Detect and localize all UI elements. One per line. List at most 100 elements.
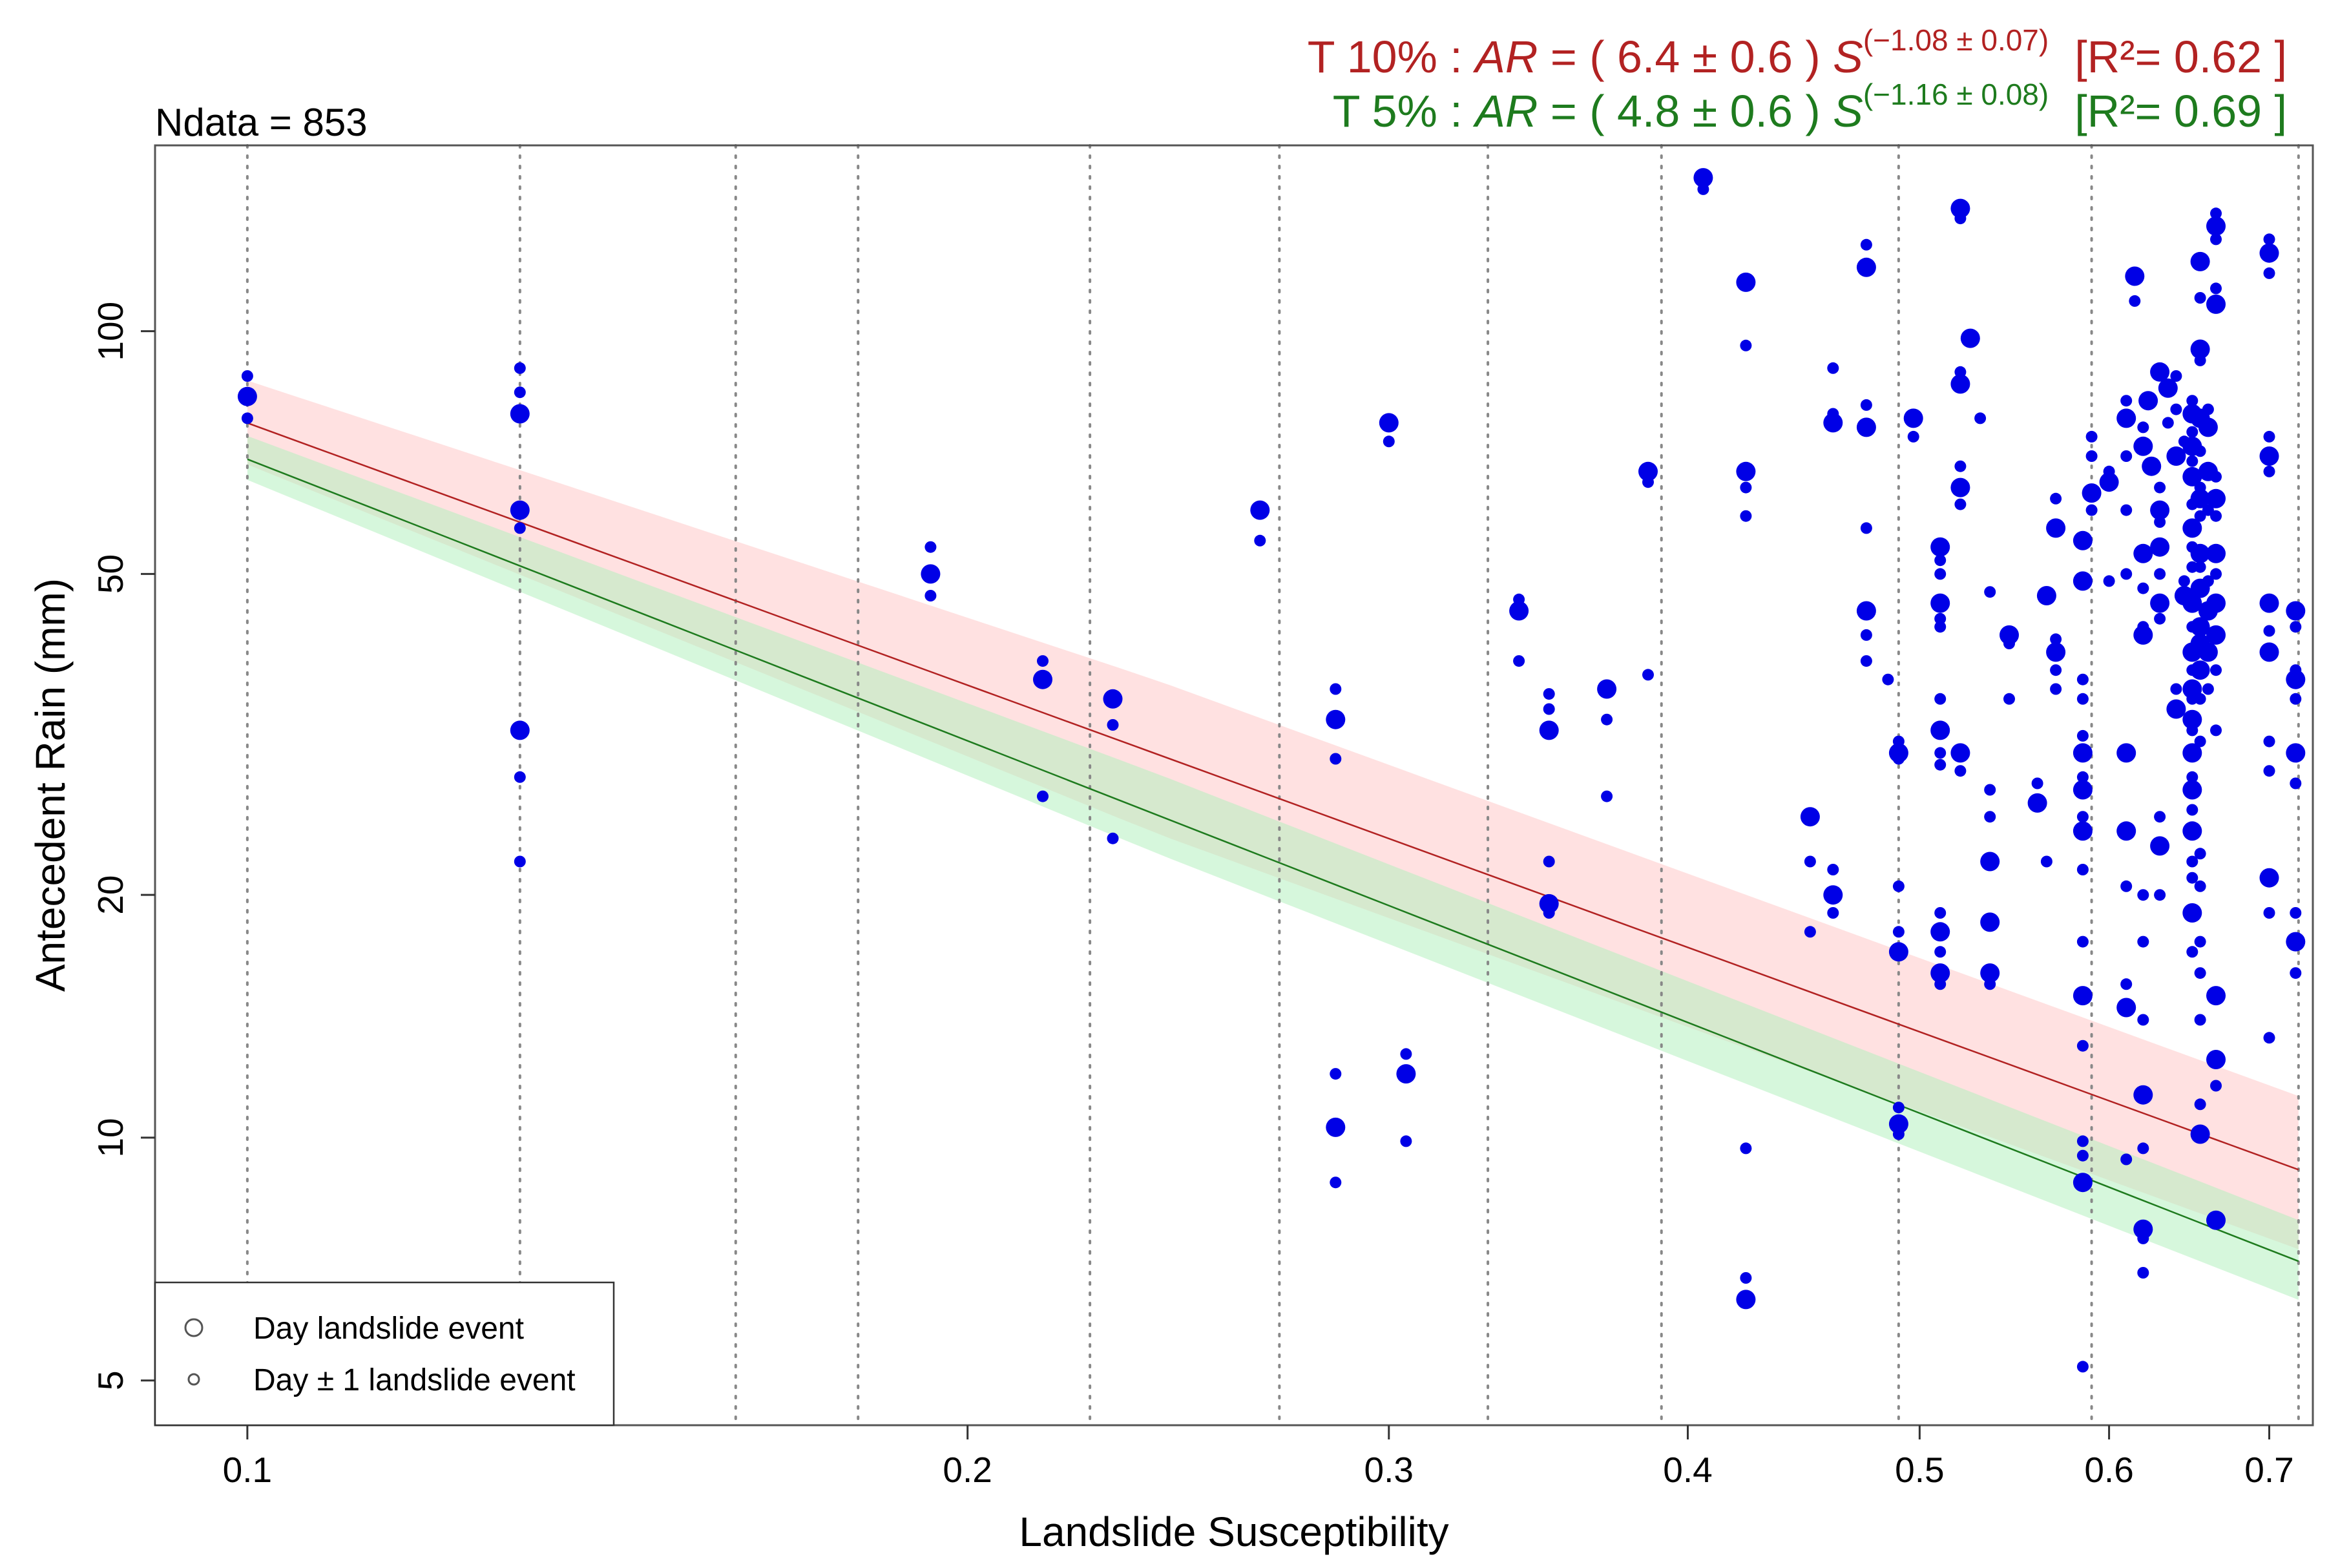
point-daypm1-141 <box>2186 771 2198 783</box>
point-daypm1-10 <box>1037 790 1049 802</box>
point-daypm1-34 <box>1740 510 1752 522</box>
point-day-10 <box>1379 413 1399 433</box>
point-day-90 <box>2182 903 2202 923</box>
point-day-11 <box>1396 1064 1416 1084</box>
point-day-15 <box>1597 679 1617 699</box>
legend-label-day: Day landslide event <box>253 1312 524 1346</box>
point-day-24 <box>1856 257 1876 277</box>
point-day-85 <box>2182 679 2202 699</box>
point-daypm1-158 <box>2194 1014 2206 1026</box>
point-daypm1-113 <box>2137 889 2149 901</box>
threshold-lines <box>247 422 2299 1262</box>
point-daypm1-154 <box>2194 848 2206 860</box>
point-day-32 <box>1930 593 1950 613</box>
point-day-40 <box>1960 328 1980 348</box>
point-day-0 <box>237 386 257 406</box>
point-daypm1-138 <box>2186 664 2198 676</box>
point-daypm1-82 <box>2050 492 2062 505</box>
point-day-113 <box>2206 1210 2226 1230</box>
point-daypm1-99 <box>2085 504 2098 516</box>
point-daypm1-60 <box>1934 693 1947 705</box>
point-daypm1-25 <box>1543 855 1555 868</box>
point-daypm1-0 <box>241 370 253 382</box>
point-day-21 <box>1800 807 1820 827</box>
x-axis-title: Landslide Susceptibility <box>1019 1509 1448 1555</box>
point-day-45 <box>2027 793 2047 813</box>
point-daypm1-114 <box>2137 936 2149 948</box>
point-day-52 <box>2073 780 2093 800</box>
point-day-109 <box>2206 593 2226 613</box>
point-daypm1-65 <box>1934 978 1947 990</box>
point-daypm1-178 <box>2263 735 2275 747</box>
point-day-16 <box>1638 461 1658 481</box>
point-day-37 <box>1950 374 1970 394</box>
point-daypm1-149 <box>2194 481 2206 494</box>
point-day-58 <box>2116 408 2136 428</box>
point-daypm1-153 <box>2194 735 2206 747</box>
point-daypm1-52 <box>1892 926 1905 938</box>
point-daypm1-21 <box>1513 593 1525 605</box>
point-daypm1-43 <box>1860 238 1872 251</box>
point-daypm1-81 <box>2040 590 2052 601</box>
point-daypm1-69 <box>1954 498 1967 510</box>
point-daypm1-142 <box>2186 804 2198 816</box>
point-daypm1-47 <box>1860 655 1872 667</box>
point-daypm1-97 <box>2085 430 2098 443</box>
point-day-23 <box>1823 885 1843 905</box>
point-daypm1-12 <box>1107 832 1119 844</box>
point-daypm1-172 <box>2210 1080 2222 1092</box>
point-daypm1-91 <box>2076 864 2089 875</box>
y-axis-title: Antecedent Rain (mm) <box>27 578 74 992</box>
point-daypm1-169 <box>2210 568 2222 580</box>
point-daypm1-64 <box>1934 946 1947 958</box>
point-daypm1-164 <box>2210 207 2222 220</box>
point-day-81 <box>2182 466 2202 486</box>
point-daypm1-143 <box>2186 855 2198 868</box>
point-day-20 <box>1736 1290 1756 1310</box>
point-day-7 <box>1250 500 1270 520</box>
point-daypm1-72 <box>1974 412 1987 424</box>
point-daypm1-20 <box>1400 1135 1412 1147</box>
point-day-114 <box>2259 243 2279 263</box>
point-day-17 <box>1693 168 1713 188</box>
legend-marker-small <box>187 1373 200 1386</box>
point-daypm1-180 <box>2263 907 2275 919</box>
point-day-34 <box>1930 922 1950 942</box>
point-daypm1-68 <box>1954 460 1967 472</box>
point-day-62 <box>2125 266 2145 286</box>
x-tick-label-4: 0.5 <box>1895 1450 1944 1490</box>
point-daypm1-80 <box>2040 855 2052 868</box>
point-daypm1-36 <box>1740 1272 1752 1284</box>
point-day-69 <box>2142 456 2162 476</box>
point-daypm1-22 <box>1513 655 1525 667</box>
point-daypm1-182 <box>2290 621 2302 633</box>
point-daypm1-159 <box>2194 1098 2206 1111</box>
point-daypm1-32 <box>1740 339 1752 351</box>
point-daypm1-90 <box>2076 811 2089 823</box>
point-daypm1-11 <box>1107 719 1119 731</box>
point-day-38 <box>1950 477 1970 497</box>
point-daypm1-163 <box>2202 683 2214 695</box>
point-day-60 <box>2116 821 2136 841</box>
point-daypm1-167 <box>2210 470 2222 483</box>
point-daypm1-170 <box>2210 664 2222 676</box>
point-daypm1-146 <box>2194 292 2206 304</box>
point-daypm1-117 <box>2137 1232 2149 1244</box>
point-daypm1-35 <box>1740 1142 1752 1155</box>
point-day-49 <box>2073 530 2093 550</box>
point-daypm1-28 <box>1601 790 1613 802</box>
point-daypm1-89 <box>2076 771 2089 783</box>
point-day-77 <box>2166 699 2186 719</box>
point-day-74 <box>2150 836 2170 856</box>
point-daypm1-125 <box>2162 417 2174 429</box>
point-daypm1-16 <box>1330 1068 1342 1080</box>
point-daypm1-130 <box>2178 575 2190 587</box>
point-daypm1-93 <box>2076 1040 2089 1052</box>
y-tick-label-4: 100 <box>90 302 131 361</box>
axes: 0.1 0.2 0.3 0.4 0.5 0.6 0.7 5 10 20 50 100 <box>90 302 2294 1490</box>
point-daypm1-39 <box>1827 362 1839 374</box>
point-day-31 <box>1930 537 1950 557</box>
point-daypm1-183 <box>2290 664 2302 676</box>
point-day-50 <box>2073 571 2093 591</box>
